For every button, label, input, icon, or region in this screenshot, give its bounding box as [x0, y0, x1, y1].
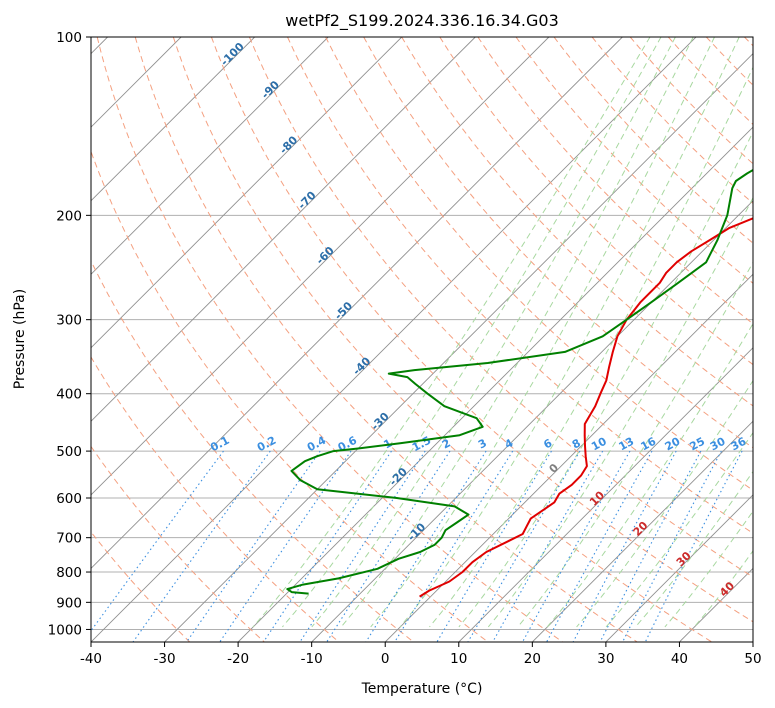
mixing-ratio-label: 10 [589, 435, 609, 454]
isotherm-line [384, 273, 753, 642]
dry-adiabat-line [591, 37, 753, 205]
mixing-ratio-line [492, 450, 604, 642]
mixing-ratio-label: 30 [708, 435, 728, 454]
moist-adiabat-line [458, 130, 753, 628]
mixing-ratio-label: 20 [663, 435, 683, 454]
x-tick-label: 10 [450, 651, 467, 667]
x-tick-label: 20 [524, 651, 541, 667]
dry-adiabat-line [401, 37, 753, 407]
x-tick-label: 30 [597, 651, 614, 667]
moist-adiabat-line [282, 37, 662, 628]
isotherm-line [91, 37, 697, 642]
moist-adiabat-line [429, 66, 753, 628]
chart-title: wetPf2_S199.2024.336.16.34.G03 [285, 11, 559, 31]
dry-adiabat-line [210, 37, 753, 623]
mixing-ratio-line [365, 450, 487, 642]
dry-adiabat-line [439, 37, 753, 366]
mixing-ratio-line [572, 450, 677, 642]
temperature-profile-line [419, 217, 753, 598]
moist-adiabat-line [517, 261, 753, 628]
mixing-ratio-line [522, 450, 631, 642]
y-tick-label: 300 [56, 313, 82, 329]
mixing-ratio-line [599, 450, 702, 642]
mixing-ratio-label: 16 [639, 435, 659, 454]
moist-adiabat-line [635, 470, 753, 628]
x-tick-label: 50 [744, 651, 761, 667]
dry-adiabat-line [91, 445, 265, 642]
mixing-ratio-line [622, 450, 722, 642]
y-tick-label: 400 [56, 387, 82, 403]
dry-adiabat-line [91, 356, 340, 642]
x-tick-label: -10 [301, 651, 323, 667]
x-tick-label: -20 [227, 651, 249, 667]
x-tick-label: -40 [80, 651, 102, 667]
isotherm-line [91, 37, 550, 496]
dry-adiabat-line [134, 37, 638, 642]
moist-adiabat-line [340, 37, 694, 628]
y-tick-label: 1000 [48, 622, 82, 638]
mixing-ratio-label: 36 [729, 435, 749, 454]
moist-adiabat-line [311, 37, 676, 628]
isotherm-line [458, 347, 753, 642]
x-tick-label: -30 [154, 651, 176, 667]
isotherm-line [91, 37, 329, 275]
moist-adiabat-line [399, 37, 740, 628]
y-tick-label: 800 [56, 565, 82, 581]
dry-adiabat-line [553, 37, 753, 244]
dry-adiabat-line [287, 37, 753, 534]
isotherm-line [91, 37, 623, 570]
y-tick-label: 100 [56, 30, 82, 46]
mixing-ratio-line [299, 450, 426, 642]
isotherm-line [164, 52, 753, 642]
mixing-ratio-line [394, 450, 514, 642]
isotherm-line [91, 37, 476, 422]
x-tick-label: 0 [381, 651, 390, 667]
dewpoint-profile-line [286, 168, 753, 595]
dry-adiabat-line [91, 259, 414, 642]
dry-adiabat-line [363, 37, 753, 449]
y-tick-label: 500 [56, 444, 82, 460]
isotherm-line [605, 494, 753, 642]
x-axis-label: Temperature (°C) [361, 681, 483, 697]
dry-adiabat-line [96, 37, 563, 642]
moist-adiabat-line [252, 37, 651, 628]
isotherm-line [237, 126, 753, 642]
y-tick-label: 200 [56, 208, 82, 224]
mixing-ratio-label: 13 [617, 435, 637, 454]
mixing-ratio-line [546, 450, 653, 642]
isotherm-line [91, 37, 256, 202]
x-tick-label: 40 [671, 651, 688, 667]
isotherm-line [531, 420, 753, 642]
mixing-ratio-line [186, 450, 321, 642]
mixing-ratio-line [436, 450, 552, 642]
y-tick-label: 600 [56, 491, 82, 507]
dry-adiabat-line [325, 37, 753, 491]
y-axis-label: Pressure (hPa) [12, 289, 28, 389]
isotherm-line [91, 37, 403, 349]
moist-adiabat-line [487, 196, 753, 628]
mixing-ratio-line [132, 450, 271, 642]
y-tick-label: 700 [56, 531, 82, 547]
y-tick-label: 900 [56, 595, 82, 611]
dry-adiabat-line [248, 37, 753, 578]
mixing-ratio-line [467, 450, 581, 642]
dry-adiabat-line [172, 37, 713, 642]
plot-frame [90, 36, 754, 643]
mixing-ratio-line [326, 450, 451, 642]
mixing-ratio-label: 25 [687, 435, 707, 454]
moist-adiabat-line [370, 37, 715, 628]
moist-adiabat-line [546, 322, 753, 628]
